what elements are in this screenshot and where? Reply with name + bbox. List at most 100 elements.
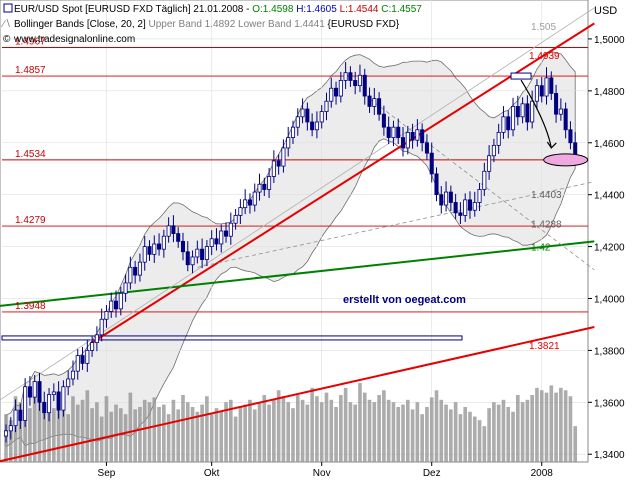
volume-bar bbox=[195, 411, 200, 462]
volume-bar bbox=[37, 387, 42, 462]
volume-bar bbox=[99, 416, 104, 462]
volume-bar bbox=[515, 395, 520, 462]
candle-body bbox=[94, 334, 99, 344]
volume-bar bbox=[291, 408, 295, 462]
volume-bar bbox=[276, 390, 281, 462]
candle-body bbox=[415, 129, 420, 141]
volume-bar bbox=[520, 402, 525, 462]
horizontal-levels bbox=[1, 47, 588, 341]
header-website: www.tradesignalonline.com bbox=[13, 34, 135, 45]
volume-bar bbox=[224, 402, 228, 462]
volume-bar bbox=[410, 409, 415, 462]
header-indicator: Bollinger Bands [Close, 20, 2] bbox=[14, 19, 146, 30]
candle-body bbox=[152, 243, 157, 255]
candle-body bbox=[109, 300, 114, 312]
candle-body bbox=[171, 225, 176, 234]
level-label: 1.4279 bbox=[15, 215, 46, 226]
y-tick-label: 1,4200 bbox=[594, 243, 625, 254]
candle-body bbox=[353, 80, 358, 87]
bollinger-band-area bbox=[5, 50, 576, 448]
volume-bar bbox=[95, 402, 99, 462]
candle-body bbox=[51, 391, 56, 395]
legend-swatch-price bbox=[3, 3, 13, 13]
candle-body bbox=[104, 311, 109, 320]
candle-body bbox=[27, 386, 32, 398]
candle-body bbox=[176, 233, 181, 242]
candle-body bbox=[429, 152, 434, 175]
volume-bar bbox=[568, 396, 573, 462]
volume-bar bbox=[396, 406, 401, 462]
arrow-path bbox=[520, 79, 552, 149]
svg-text:EUR/USD Spot [EURUSD FXD Tägl: EUR/USD Spot [EURUSD FXD Täglich] 21.01.… bbox=[14, 4, 422, 15]
candle-body bbox=[453, 202, 458, 214]
trendline-label: 1.505 bbox=[531, 22, 556, 33]
volume-bar bbox=[114, 404, 118, 462]
candle-body bbox=[568, 129, 573, 144]
candle-body bbox=[13, 409, 18, 427]
volume-bar bbox=[324, 392, 329, 462]
svg-text:Bollinger Bands [Close, 20, 2]: Bollinger Bands [Close, 20, 2] Upper Ban… bbox=[14, 19, 400, 30]
volume-bar bbox=[525, 399, 530, 462]
volume-bar bbox=[52, 408, 56, 462]
volume-bar bbox=[152, 397, 157, 462]
candle-body bbox=[37, 381, 42, 403]
y-tick-label: 1,4800 bbox=[594, 87, 625, 98]
target-ellipse bbox=[543, 153, 589, 167]
volume-bar bbox=[449, 409, 453, 462]
volume-bar bbox=[286, 402, 291, 462]
volume-bar bbox=[319, 402, 324, 462]
candle-body bbox=[444, 191, 449, 206]
header-indicator-source: {EURUSD FXD} bbox=[325, 19, 400, 30]
volume-bar bbox=[32, 390, 37, 462]
volume-bar bbox=[90, 408, 94, 462]
candle-body bbox=[539, 85, 544, 97]
volume-bar bbox=[262, 395, 267, 462]
author-annotation: erstellt von oegeat.com bbox=[343, 294, 466, 306]
candle-body bbox=[319, 111, 324, 123]
level-label: 1.3948 bbox=[15, 301, 46, 312]
candle-body bbox=[195, 248, 200, 258]
candle-body bbox=[214, 238, 219, 245]
volume-bar bbox=[28, 408, 32, 462]
candle-body bbox=[501, 116, 506, 133]
volume-bar bbox=[8, 420, 13, 462]
candle-body bbox=[70, 370, 75, 380]
volume-bar bbox=[367, 399, 372, 462]
volume-bar bbox=[171, 399, 176, 462]
candle-body bbox=[137, 261, 142, 276]
candle-body bbox=[75, 355, 80, 372]
trendline-red-lower bbox=[0, 326, 595, 463]
candle-body bbox=[544, 77, 549, 97]
volume-bar bbox=[185, 402, 190, 462]
header-low: L:1.4544 bbox=[340, 4, 379, 15]
candle-body bbox=[228, 222, 233, 237]
candle-body bbox=[391, 126, 396, 138]
candle-body bbox=[558, 108, 563, 115]
candle-body bbox=[300, 108, 305, 118]
volume-bar bbox=[339, 395, 343, 462]
volume-bar bbox=[463, 406, 468, 462]
volume-bar bbox=[372, 402, 377, 462]
volume-bar bbox=[434, 390, 439, 462]
candle-body bbox=[204, 246, 209, 260]
candle-body bbox=[224, 230, 229, 237]
candle-body bbox=[525, 103, 530, 123]
volume-bars bbox=[4, 383, 578, 462]
currency-label: USD bbox=[594, 5, 617, 17]
candle-body bbox=[90, 342, 95, 351]
support-box bbox=[1, 335, 463, 341]
candle-body bbox=[314, 121, 319, 131]
y-tick-label: 1,5000 bbox=[594, 35, 625, 46]
trendline-dashed-falling bbox=[369, 98, 595, 271]
candle-body bbox=[515, 106, 520, 118]
volume-bar bbox=[257, 402, 262, 462]
volume-bar bbox=[468, 411, 472, 462]
candle-body bbox=[467, 199, 473, 211]
level-label: 1.4857 bbox=[15, 65, 46, 76]
volume-bar bbox=[386, 399, 391, 462]
volume-bar bbox=[343, 387, 348, 462]
x-tick-label: 2008 bbox=[531, 468, 554, 479]
trendline-green bbox=[0, 240, 595, 307]
level-labels: 1.4967 1.4857 1.4534 1.4279 1.3948 1.4939 1.42… bbox=[15, 22, 562, 352]
volume-bar bbox=[123, 414, 128, 462]
